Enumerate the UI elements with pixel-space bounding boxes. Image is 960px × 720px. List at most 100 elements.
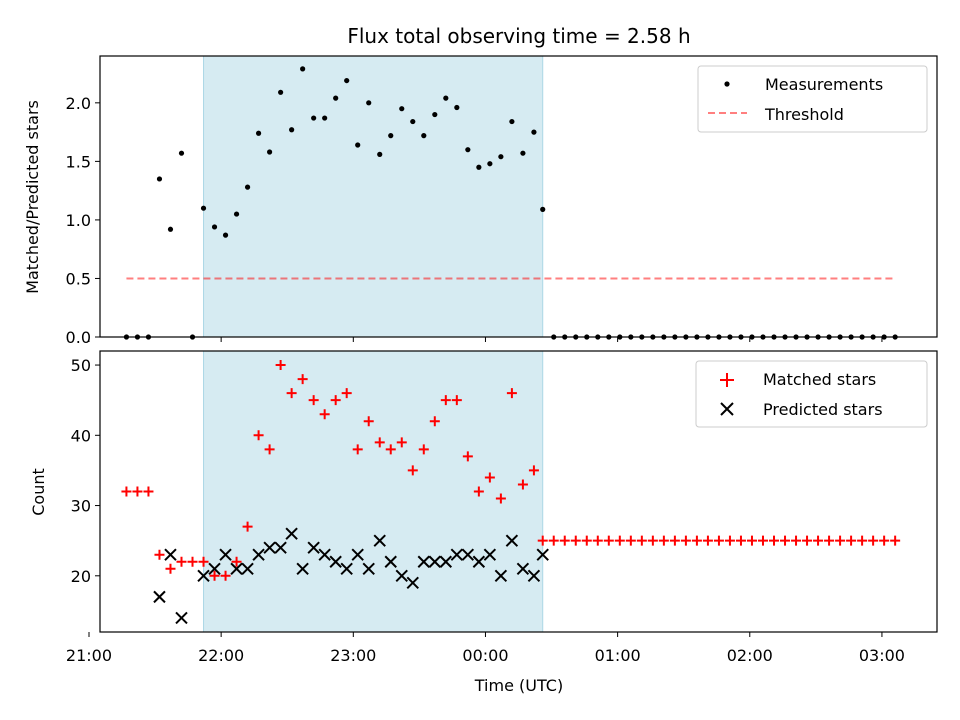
measurement-point <box>222 232 229 238</box>
matched-star-point <box>528 465 539 476</box>
matched-star-point <box>341 388 352 399</box>
x-tick-label: 21:00 <box>66 646 112 665</box>
predicted-star-point <box>494 569 508 583</box>
bottom-matched-layer <box>121 360 901 581</box>
measurement-point <box>300 66 306 72</box>
measurement-point <box>167 226 174 232</box>
measurement-point <box>399 106 405 112</box>
matched-star-point <box>868 535 879 546</box>
measurement-point <box>200 205 207 211</box>
matched-star-point <box>592 535 603 546</box>
x-tick-label: 00:00 <box>462 646 508 665</box>
x-tick-label: 01:00 <box>595 646 641 665</box>
predicted-star-point <box>428 555 442 568</box>
bottom-panel: 20 30 40 50 21:00 22:00 23:00 00:00 01:00 02:00 0… <box>29 350 938 695</box>
predicted-star-point <box>384 555 397 568</box>
measurement-point <box>322 115 328 121</box>
predicted-star-point <box>417 555 430 568</box>
predicted-star-point <box>252 548 265 561</box>
measurement-point <box>233 211 240 217</box>
matched-star-point <box>440 395 451 406</box>
matched-star-point <box>429 416 440 427</box>
measurement-point <box>498 154 504 160</box>
bottom-shaded-span <box>203 350 544 633</box>
bottom-y-tick-label: 50 <box>71 356 91 375</box>
matched-star-point <box>724 535 735 546</box>
measurement-point <box>388 133 394 139</box>
chart-title: Flux total observing time = 2.58 h <box>347 24 690 48</box>
x-tick-label: 23:00 <box>330 646 376 665</box>
measurement-point <box>410 118 416 125</box>
x-tick-label: 03:00 <box>859 646 905 665</box>
predicted-star-point <box>505 534 519 547</box>
predicted-star-point <box>241 562 254 575</box>
predicted-star-point <box>362 562 375 575</box>
predicted-star-point <box>318 548 331 561</box>
predicted-star-point <box>285 527 298 540</box>
matched-star-point <box>231 556 242 567</box>
predicted-star-point <box>329 555 342 568</box>
matched-star-point <box>297 374 308 385</box>
matched-star-point <box>374 437 385 448</box>
matched-star-point <box>462 451 473 462</box>
matched-star-point <box>407 465 418 476</box>
predicted-star-point <box>439 555 453 568</box>
matched-star-point <box>702 535 713 546</box>
measurement-point <box>432 111 438 118</box>
matched-star-point <box>253 430 264 441</box>
bottom-legend-box <box>695 360 928 428</box>
matched-star-point <box>352 444 363 455</box>
measurement-point <box>311 115 317 121</box>
matched-star-point <box>363 416 374 427</box>
matched-star-point <box>165 563 176 574</box>
matched-star-point <box>559 535 570 546</box>
predicted-star-point <box>230 562 243 575</box>
legend-predicted-marker <box>720 402 734 416</box>
bottom-y-tick-label: 40 <box>71 426 91 445</box>
predicted-star-point <box>373 534 386 547</box>
matched-star-point <box>581 535 592 546</box>
predicted-star-point <box>450 548 464 561</box>
measurement-point <box>333 95 339 101</box>
legend-measurements-label: Measurements <box>765 75 883 94</box>
matched-star-point <box>857 535 868 546</box>
matched-star-point <box>691 535 702 546</box>
predicted-star-point <box>351 548 364 561</box>
matched-star-point <box>418 444 429 455</box>
measurement-point <box>278 89 284 95</box>
x-tick-label: 02:00 <box>727 646 773 665</box>
matched-star-point <box>780 535 791 546</box>
top-points-layer <box>123 66 898 340</box>
matched-star-point <box>132 486 143 497</box>
matched-star-point <box>473 486 484 497</box>
measurement-point <box>255 130 262 136</box>
top-y-tick-label: 1.0 <box>66 211 91 230</box>
bottom-predicted-layer <box>153 527 549 625</box>
matched-star-point <box>614 535 625 546</box>
top-axes-frame <box>99 55 938 338</box>
matched-star-point <box>319 409 330 420</box>
matched-star-point <box>385 444 396 455</box>
measurement-point <box>267 149 273 155</box>
predicted-star-point <box>395 569 408 583</box>
predicted-star-point <box>461 548 475 561</box>
predicted-star-point <box>274 541 287 554</box>
top-y-tick-label: 0.5 <box>66 269 91 288</box>
matched-star-point <box>121 486 132 497</box>
matched-star-point <box>603 535 614 546</box>
predicted-star-point <box>536 548 549 561</box>
matched-star-point <box>835 535 846 546</box>
matched-star-point <box>242 521 253 532</box>
predicted-star-point <box>175 611 188 625</box>
matched-star-point <box>275 360 286 371</box>
bottom-y-tick-label: 30 <box>71 497 91 516</box>
measurement-point <box>465 147 471 153</box>
matched-star-point <box>647 535 658 546</box>
matched-star-point <box>548 535 559 546</box>
measurement-point <box>344 77 350 84</box>
matched-star-point <box>713 535 724 546</box>
top-panel: 0.00.51.01.52.0 Matched/Predicted stars … <box>23 55 938 347</box>
matched-star-point <box>802 535 813 546</box>
matched-star-point <box>757 535 768 546</box>
matched-star-point <box>669 535 680 546</box>
